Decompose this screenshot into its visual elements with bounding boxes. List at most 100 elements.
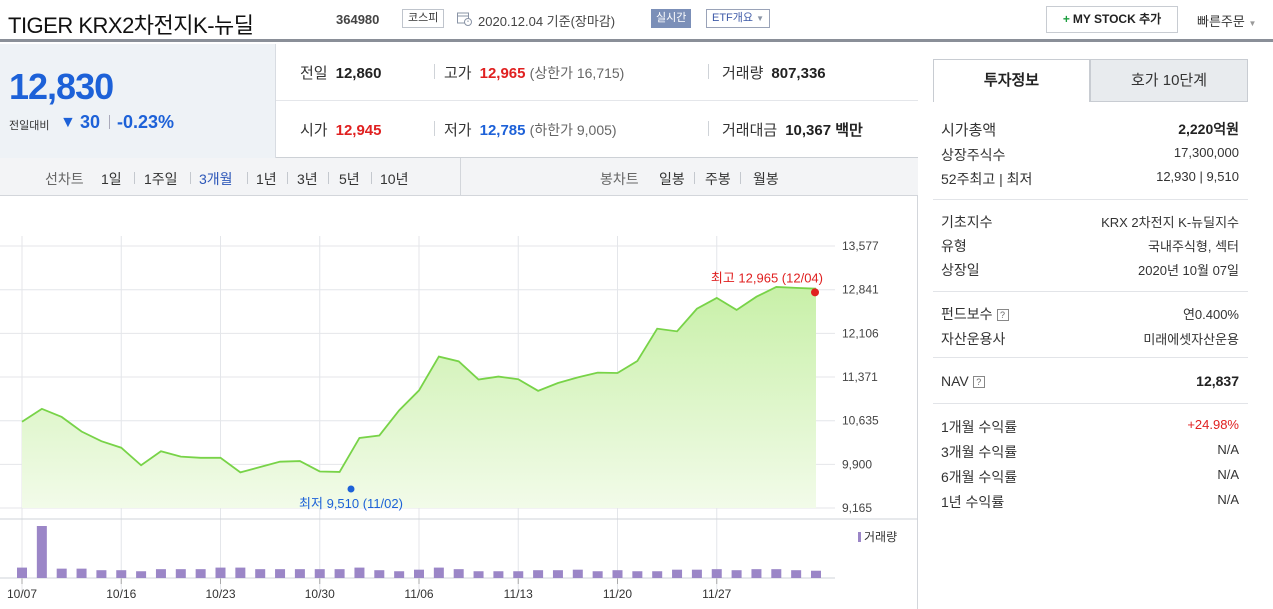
volume-legend-swatch: [858, 532, 861, 542]
volume: 거래량 807,336: [722, 65, 826, 82]
divider: [190, 172, 191, 184]
divider: [371, 172, 372, 184]
tab-investment-info[interactable]: 투자정보: [933, 59, 1090, 102]
volume-bar: [255, 569, 266, 578]
market-cap-row: 시가총액 2,220억원: [941, 121, 1239, 139]
x-tick-label: 11/20: [603, 587, 632, 601]
stock-code: 364980: [336, 12, 380, 27]
stock-title: TIGER KRX2차전지K-뉴딜: [8, 13, 254, 38]
etf-overview-dropdown[interactable]: ETF개요 ▼: [706, 9, 770, 28]
volume-bar: [811, 570, 821, 578]
price-summary: 12,830 전일대비 ▼ 30 -0.23% 전일 12,860 고가 12,96…: [0, 44, 918, 158]
header: TIGER KRX2차전지K-뉴딜 364980 코스피 2020.12.04 …: [0, 0, 1273, 42]
volume-bar: [175, 569, 186, 578]
price-line: [21, 286, 817, 474]
volume-bar: [56, 568, 67, 578]
x-tick-label: 11/06: [404, 587, 433, 601]
base-index-row: 기초지수 KRX 2차전지 K-뉴딜지수: [941, 214, 1239, 230]
min-annotation: 최저 9,510 (11/02): [299, 496, 403, 511]
add-mystock-button[interactable]: + MY STOCK 추가: [1046, 6, 1178, 33]
volume-bar: [314, 569, 325, 578]
volume-bar: [17, 567, 27, 578]
divider: [933, 403, 1248, 404]
help-icon[interactable]: ?: [972, 376, 985, 388]
chevron-down-icon: ▼: [1248, 19, 1257, 28]
quick-order-dropdown[interactable]: 빠른주문 ▼: [1197, 11, 1256, 30]
volume-bar: [453, 569, 464, 578]
volume-bar: [96, 570, 107, 578]
volume-bar: [155, 569, 166, 578]
fund-fee-row: 펀드보수? 연0.400%: [941, 306, 1239, 322]
y-tick-label: 12,106: [842, 326, 879, 340]
volume-bar: [632, 571, 643, 578]
volume-bar: [294, 569, 305, 578]
x-tick-label: 10/16: [106, 587, 136, 601]
volume-bar: [354, 567, 365, 578]
price-chart-svg: 10/07 10/16 10/23 10/30 11/06 11/13 11/20 11/27…: [0, 236, 918, 601]
tab-monthly[interactable]: 월봉: [753, 171, 779, 187]
asset-manager-row: 자산운용사 미래에셋자산운용: [941, 331, 1239, 347]
tab-10year[interactable]: 10년: [380, 171, 409, 187]
tab-weekly[interactable]: 주봉: [705, 171, 731, 187]
return-1m-row: 1개월 수익률 +24.98%: [941, 417, 1239, 435]
divider: [328, 172, 329, 184]
current-price-box: 12,830 전일대비 ▼ 30 -0.23%: [0, 44, 276, 158]
volume-bar: [771, 569, 782, 578]
volume-bar: [473, 571, 484, 578]
volume-bar: [76, 568, 87, 578]
high-price: 고가 12,965 (상한가 16,715): [444, 65, 625, 82]
chart-period-tabs: 선차트 1일 1주일 3개월 1년 3년 5년 10년 봉차트 일봉 주봉 월봉: [0, 158, 918, 196]
candle-chart-label: 봉차트: [600, 171, 639, 187]
max-marker: [811, 288, 819, 297]
help-icon[interactable]: ?: [996, 309, 1009, 321]
volume-bar: [493, 571, 504, 578]
divider: [694, 172, 695, 184]
divider: [708, 121, 709, 136]
tab-order-book[interactable]: 호가 10단계: [1090, 59, 1248, 102]
tab-3year[interactable]: 3년: [297, 171, 318, 187]
chevron-down-icon: ▼: [756, 14, 764, 23]
divider: [109, 115, 110, 129]
x-tick-label: 10/23: [205, 587, 235, 601]
volume-bar: [374, 570, 385, 578]
divider: [134, 172, 135, 184]
tab-3month[interactable]: 3개월: [199, 171, 233, 187]
live-badge[interactable]: 실시간: [651, 9, 692, 28]
down-arrow-icon: ▼: [60, 114, 76, 131]
y-tick-label: 9,165: [842, 501, 872, 515]
volume-bar: [731, 570, 742, 578]
return-1y-row: 1년 수익률 N/A: [941, 492, 1239, 510]
price-chart[interactable]: 10/07 10/16 10/23 10/30 11/06 11/13 11/20 11/27…: [0, 196, 918, 609]
52week-range-row: 52주최고 | 최저 12,930 | 9,510: [941, 169, 1239, 187]
divider: [933, 291, 1248, 292]
divider: [287, 172, 288, 184]
divider: [247, 172, 248, 184]
x-tick-label: 11/13: [504, 587, 533, 601]
volume-bar: [592, 571, 603, 578]
tab-daily[interactable]: 일봉: [659, 171, 685, 187]
divider: [740, 172, 741, 184]
tab-5year[interactable]: 5년: [339, 171, 360, 187]
volume-legend-label: 거래량: [864, 530, 897, 544]
nav-row: NAV? 12,837: [941, 373, 1239, 389]
prev-close: 전일 12,860: [300, 65, 382, 82]
y-tick-label: 9,900: [842, 457, 872, 471]
listing-date-row: 상장일 2020년 10월 07일: [941, 262, 1239, 278]
divider: [434, 121, 435, 136]
volume-bar: [36, 526, 47, 578]
volume-bar: [275, 569, 286, 578]
divider: [708, 64, 709, 79]
tab-1year[interactable]: 1년: [256, 171, 277, 187]
y-tick-label: 10,635: [842, 414, 879, 428]
volume-bar: [433, 567, 444, 578]
x-tick-label: 10/07: [7, 587, 37, 601]
max-annotation: 최고 12,965 (12/04): [711, 270, 823, 285]
x-tick-label: 11/27: [702, 587, 731, 601]
volume-bar: [711, 569, 722, 578]
tab-1day[interactable]: 1일: [101, 171, 122, 187]
return-3m-row: 3개월 수익률 N/A: [941, 442, 1239, 460]
current-price: 12,830: [9, 66, 114, 107]
tab-1week[interactable]: 1주일: [144, 171, 178, 187]
volume-bar: [751, 569, 762, 578]
y-tick-label: 12,841: [842, 283, 879, 297]
